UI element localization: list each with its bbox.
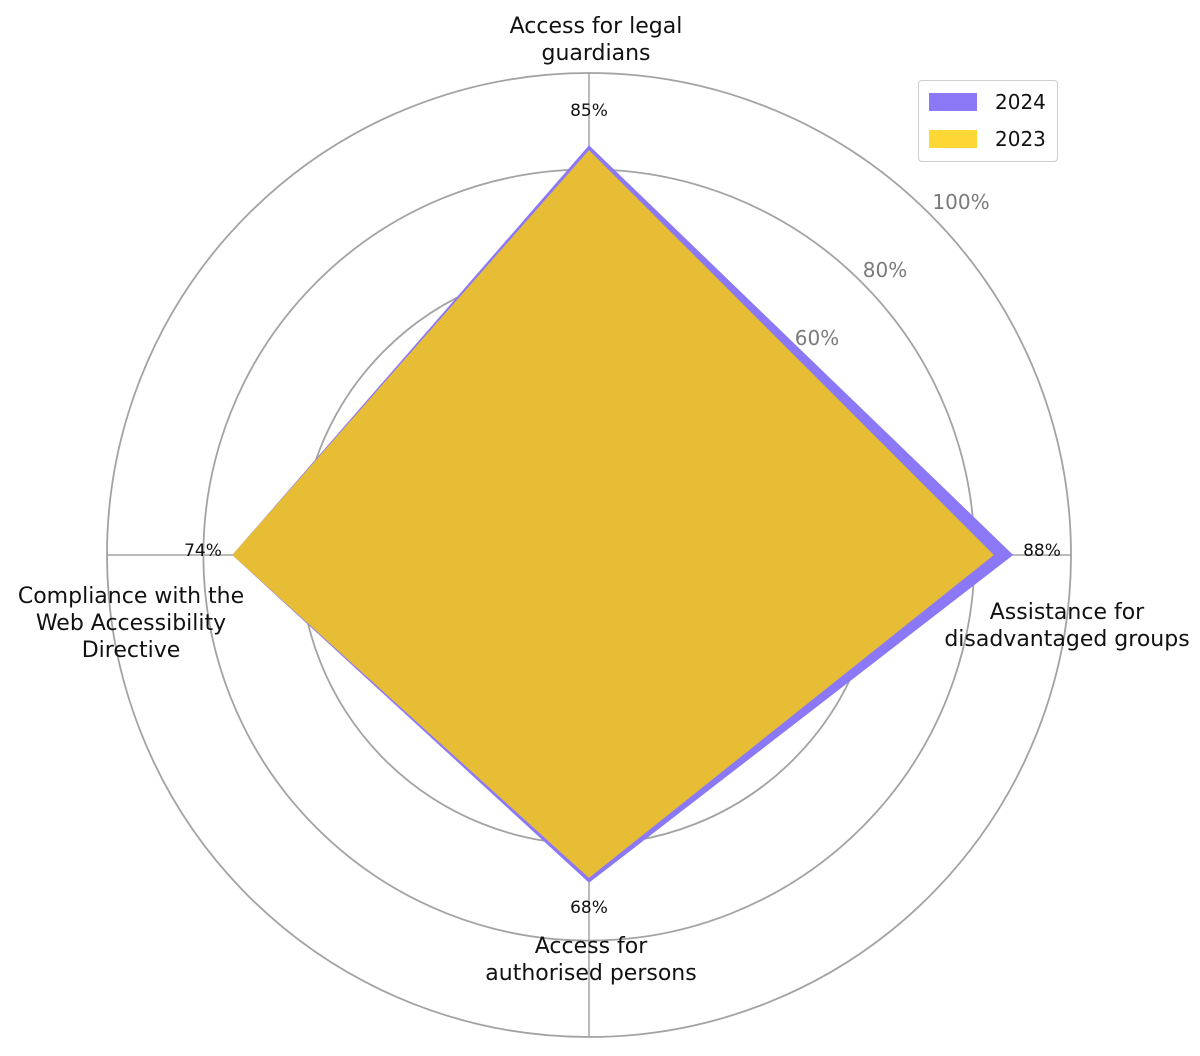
legend-label-2024: 2024 [995, 90, 1046, 114]
value-label-2: 88% [1023, 541, 1061, 561]
axis-label-1: Access for legal guardians [510, 14, 683, 66]
axis-label-1-line-1: Access for legal [510, 14, 683, 39]
value-label-1: 85% [570, 101, 608, 121]
axis-label-4-line-2: Web Accessibility [36, 611, 226, 636]
axis-label-2-line-1: Assistance for [990, 600, 1145, 625]
legend: 2024 2023 [918, 80, 1058, 162]
series-area-2023 [232, 150, 994, 878]
legend-label-2023: 2023 [995, 127, 1046, 151]
axis-label-3: Access for authorised persons [485, 934, 696, 986]
legend-item-2023: 2023 [929, 127, 1046, 151]
radial-tick-label-2: 80% [863, 258, 907, 282]
axis-label-4: Compliance with the Web Accessibility Dire… [18, 584, 244, 663]
radial-tick-label-3: 100% [932, 190, 989, 214]
axis-label-4-line-3: Directive [82, 638, 181, 663]
legend-item-2024: 2024 [929, 90, 1046, 114]
axis-label-3-line-1: Access for [535, 934, 649, 959]
axis-label-2-line-2: disadvantaged groups [944, 627, 1189, 652]
axis-label-4-line-1: Compliance with the [18, 584, 244, 609]
axis-label-1-line-2: guardians [541, 41, 650, 66]
value-label-4: 74% [184, 541, 222, 561]
legend-swatch-2024 [929, 93, 977, 111]
axis-label-3-line-2: authorised persons [485, 961, 696, 986]
radial-tick-label-1: 60% [795, 326, 839, 350]
legend-swatch-2023 [929, 130, 977, 148]
value-label-3: 68% [570, 898, 608, 918]
axis-label-2: Assistance for disadvantaged groups [944, 600, 1189, 652]
